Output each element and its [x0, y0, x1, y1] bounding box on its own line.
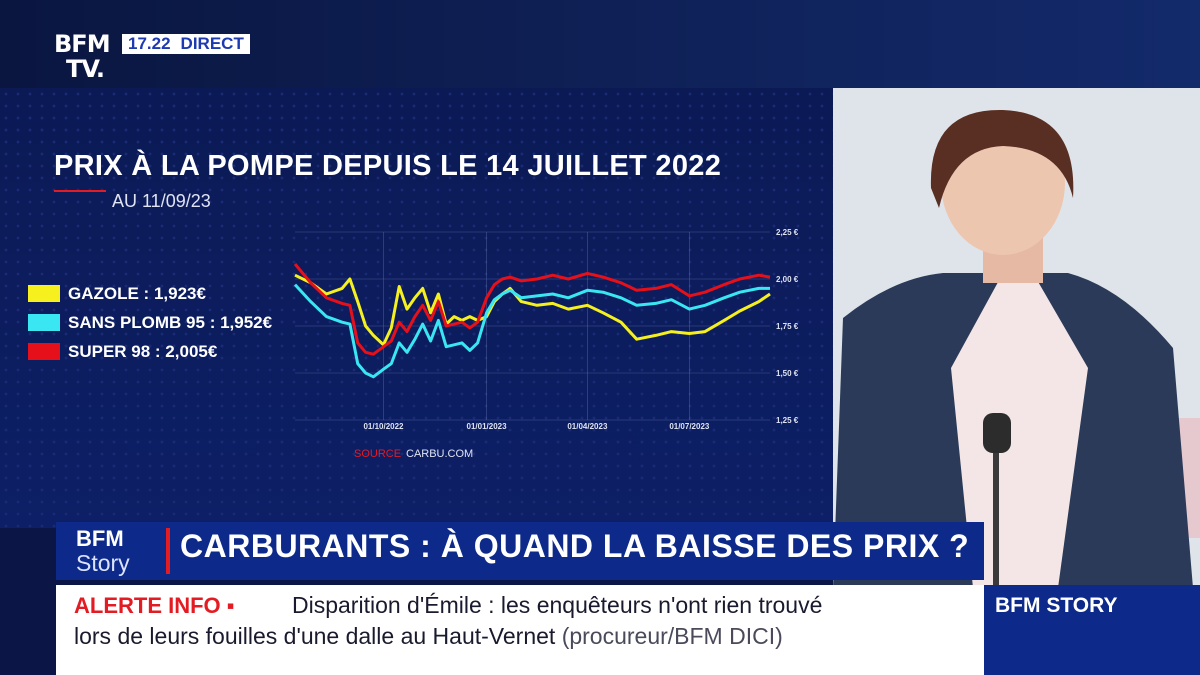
legend-item-gazole: GAZOLE : 1,923€: [28, 279, 272, 308]
headline-separator: [166, 528, 170, 574]
ticker-line2: lors de leurs fouilles d'une dalle au Ha…: [74, 623, 556, 649]
legend-label-super98: SUPER 98 : 2,005€: [68, 341, 218, 361]
channel-name: BFM STORY: [995, 594, 1118, 617]
series-line-0: [294, 273, 771, 347]
channel-box: [984, 585, 1200, 675]
chart-title: PRIX À LA POMPE DEPUIS LE 14 JUILLET 202…: [54, 150, 722, 182]
legend-item-sp95: SANS PLOMB 95 : 1,952€: [28, 308, 272, 337]
logo-line1: BFM: [54, 30, 111, 58]
brand-line1: BFM: [76, 526, 124, 551]
presenter-illustration: [833, 88, 1200, 588]
chart-legend: GAZOLE : 1,923€ SANS PLOMB 95 : 1,952€ S…: [28, 279, 272, 366]
series-line-2: [293, 263, 771, 356]
y-tick-label-1: 2,00 €: [776, 275, 799, 284]
broadcast-time: 17.22: [128, 34, 171, 53]
series-line-1: [293, 283, 770, 379]
news-ticker: [56, 585, 984, 675]
y-tick-label-0: 2,25 €: [776, 228, 799, 237]
brand-line2: Story: [76, 550, 130, 576]
ticker-source: (procureur/BFM DICI): [561, 623, 783, 649]
x-axis-ticks: 01/10/2022 01/01/2023 01/04/2023 01/07/2023: [363, 422, 709, 431]
alert-label: ALERTE INFO ▪: [74, 593, 235, 618]
ticker-line2-wrap: lors de leurs fouilles d'une dalle au Ha…: [74, 623, 783, 650]
x-tick-label-0: 01/10/2022: [363, 422, 404, 431]
logo-line2: TV.: [66, 55, 105, 83]
headline: CARBURANTS : À QUAND LA BAISSE DES PRIX …: [180, 528, 970, 564]
legend-swatch-sp95: [28, 314, 60, 331]
lower-third-bar: [56, 522, 984, 580]
x-tick-label-3: 01/07/2023: [669, 422, 710, 431]
x-tick-label-1: 01/01/2023: [467, 422, 508, 431]
presenter-video-feed: [833, 88, 1200, 588]
live-label: DIRECT: [180, 34, 244, 53]
y-tick-label-4: 1,25 €: [776, 416, 799, 425]
x-tick-label-2: 01/04/2023: [567, 422, 608, 431]
title-underline: [54, 190, 106, 192]
source-label: SOURCE: [354, 448, 401, 460]
legend-swatch-gazole: [28, 285, 60, 302]
legend-swatch-super98: [28, 343, 60, 360]
ticker-line1: Disparition d'Émile : les enquêteurs n'o…: [292, 592, 823, 618]
legend-label-gazole: GAZOLE : 1,923€: [68, 283, 206, 303]
legend-item-super98: SUPER 98 : 2,005€: [28, 337, 272, 366]
chart-series: [293, 263, 771, 379]
price-line-chart: 2,25 € 2,00 € 1,75 € 1,50 € 1,25 € 01/10/202…: [293, 228, 799, 460]
legend-label-sp95: SANS PLOMB 95 : 1,952€: [68, 312, 273, 332]
bfm-story-brand: BFM Story: [56, 522, 166, 580]
chart-subtitle: AU 11/09/23: [112, 191, 211, 211]
bfmtv-logo: BFM TV.: [54, 32, 116, 82]
live-time-badge: 17.22 DIRECT: [122, 34, 250, 54]
y-axis-ticks: 2,25 € 2,00 € 1,75 € 1,50 € 1,25 €: [776, 228, 799, 425]
source-value: CARBU.COM: [406, 448, 473, 460]
y-tick-label-3: 1,50 €: [776, 369, 799, 378]
y-tick-label-2: 1,75 €: [776, 322, 799, 331]
